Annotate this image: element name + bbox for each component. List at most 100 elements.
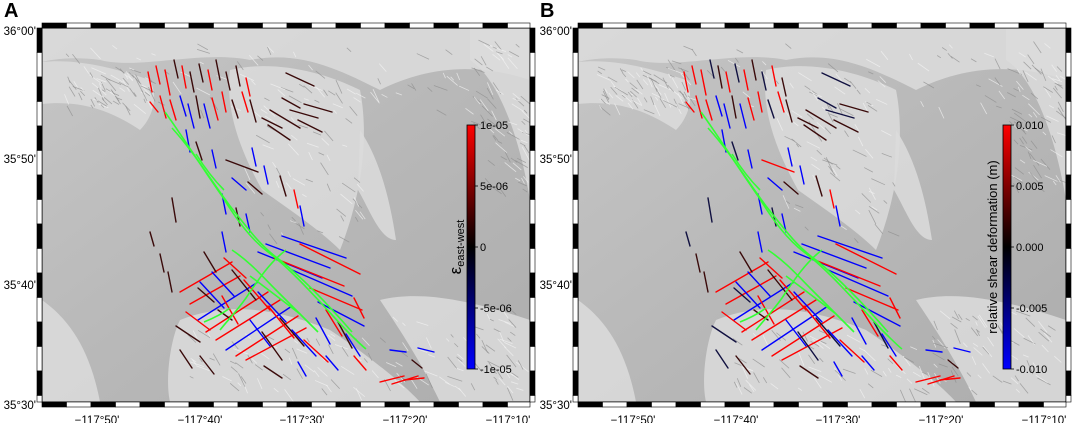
ridge-texture [209, 357, 215, 361]
frame-segment [529, 346, 536, 372]
ridge-texture [199, 357, 203, 363]
fault-trace [691, 65, 697, 85]
frame-segment [945, 22, 971, 29]
ridge-texture [395, 92, 403, 96]
ridge-texture [736, 378, 742, 387]
frame-segment [482, 22, 508, 29]
fault-trace [707, 197, 713, 223]
ridge-texture [68, 86, 76, 97]
fault-trace [195, 141, 203, 161]
ridge-texture [854, 124, 860, 132]
frame-segment [529, 101, 536, 127]
fault-trace [715, 349, 729, 369]
ridge-texture [1051, 64, 1057, 72]
ridge-texture [862, 102, 869, 113]
frame-segment [724, 401, 750, 408]
fault-trace [734, 63, 740, 83]
ridge-texture [312, 131, 322, 136]
ridge-texture [260, 109, 268, 114]
ridge-texture [864, 88, 871, 94]
ridge-texture [103, 97, 113, 105]
ridge-texture [199, 61, 204, 65]
ridge-texture [317, 367, 328, 377]
ridge-texture [640, 67, 645, 74]
ridge-texture [643, 97, 648, 103]
frame-segment [529, 174, 536, 200]
ridge-texture [834, 367, 843, 381]
ridge-texture [98, 83, 102, 88]
frame-segment [822, 22, 848, 29]
ridge-texture [196, 87, 211, 96]
ridge-texture [80, 87, 85, 92]
ridge-texture [931, 335, 936, 340]
fault-trace [805, 109, 837, 129]
frame-segment [572, 150, 579, 176]
fault-trace [925, 349, 943, 353]
ridge-texture [488, 362, 497, 375]
fault-trace [835, 243, 897, 275]
ridge-texture [1017, 125, 1027, 135]
ridge-texture [1015, 388, 1020, 393]
ridge-texture [516, 387, 524, 391]
ridge-texture [330, 379, 340, 390]
ridge-texture [806, 141, 821, 149]
ridge-texture [753, 372, 760, 384]
ridge-texture [808, 354, 816, 364]
ridge-texture [791, 110, 803, 118]
ridge-texture [141, 84, 147, 88]
ridge-texture [349, 106, 358, 116]
ridge-texture [124, 73, 129, 80]
ridge-texture [494, 41, 502, 51]
ridge-texture [1040, 328, 1052, 338]
ridge-texture [835, 165, 841, 170]
frame-segment [1018, 401, 1044, 408]
ridge-texture [492, 135, 497, 141]
ridge-texture [903, 356, 915, 363]
ridge-texture [116, 97, 123, 101]
ridge-texture [100, 74, 111, 81]
ridge-texture [136, 57, 142, 61]
ridge-texture [504, 162, 517, 173]
ridge-texture [269, 233, 278, 245]
ridge-texture [296, 348, 308, 354]
ridge-texture [427, 87, 433, 92]
ridge-texture [73, 81, 79, 88]
ridge-texture [1040, 158, 1051, 170]
frame-segment [572, 174, 579, 200]
ridge-texture [296, 368, 303, 379]
frame-segment [572, 125, 579, 151]
fault-trace [797, 117, 819, 129]
frame-segment [36, 272, 43, 298]
longitude-label: −117°10' [1022, 415, 1067, 423]
ridge-texture [859, 389, 866, 399]
ridge-texture [933, 320, 938, 330]
ridge-texture [727, 59, 741, 68]
ridge-texture [298, 124, 308, 129]
ridge-texture [157, 101, 165, 106]
ridge-texture [459, 85, 470, 91]
longitude-label: −117°10' [486, 415, 531, 423]
frame-segment [798, 22, 824, 29]
ridge-texture [371, 370, 379, 379]
ridge-texture [402, 322, 406, 326]
frame-segment [286, 401, 312, 408]
ridge-texture [631, 87, 640, 94]
ridge-texture [498, 187, 507, 197]
ridge-texture [629, 82, 638, 90]
fault-trace [799, 365, 819, 379]
ridge-texture [476, 333, 481, 339]
frame-segment [572, 297, 579, 323]
ridge-texture [511, 103, 524, 112]
ridge-texture [231, 341, 239, 350]
ridge-texture [236, 61, 244, 71]
ridge-texture [820, 340, 827, 344]
fault-trace [939, 377, 961, 381]
ridge-texture [238, 373, 246, 387]
ridge-texture [811, 163, 820, 171]
ridge-texture [615, 95, 624, 102]
fault-trace [801, 243, 867, 269]
ridge-texture [425, 373, 433, 389]
frame-segment [700, 22, 726, 29]
ridge-texture [677, 92, 684, 104]
fault-trace [815, 175, 823, 197]
